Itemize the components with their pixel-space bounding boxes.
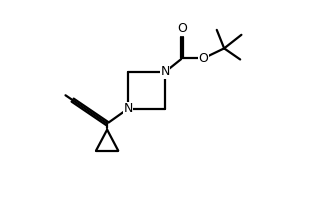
Text: O: O: [198, 52, 208, 65]
Text: N: N: [123, 102, 133, 115]
Text: O: O: [177, 22, 187, 35]
Text: N: N: [160, 65, 170, 78]
